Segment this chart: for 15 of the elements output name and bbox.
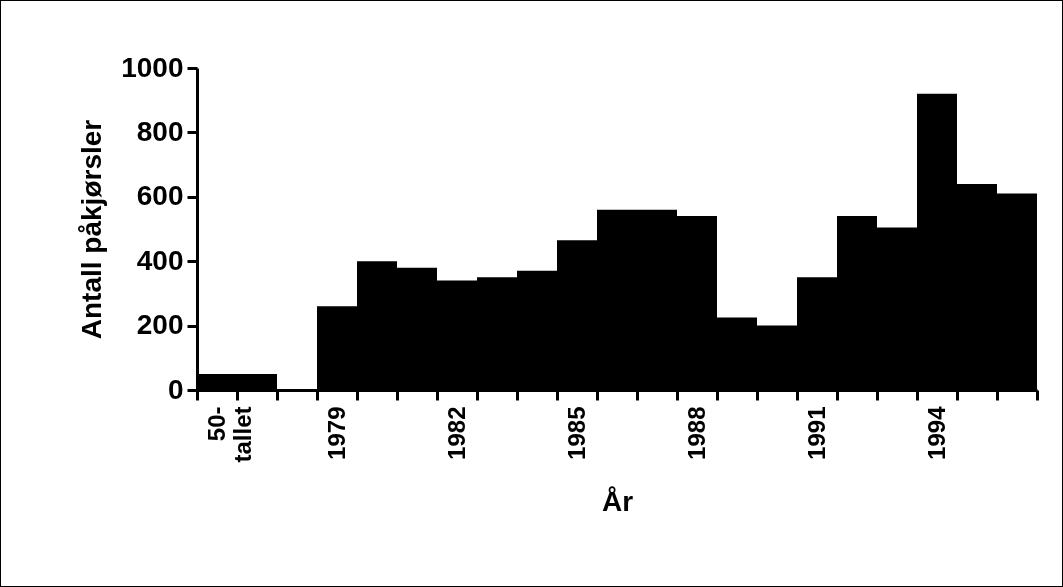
y-tick-label: 800 [136,115,184,147]
y-tick-label: 0 [167,373,184,405]
x-tick-label: 50-tallet [202,406,256,463]
y-axis-title: Antall påkjørsler [76,119,108,340]
x-tick-label: 1991 [802,406,830,460]
y-tick-label: 200 [136,309,184,341]
x-tick-label: 1982 [442,406,470,460]
x-tick-label: 1988 [682,406,710,460]
x-tick-label: 1979 [322,406,350,460]
x-tick-label: 1994 [922,405,950,460]
x-axis-title: År [601,485,634,517]
y-tick-label: 600 [136,180,184,212]
y-tick-label: 1000 [121,51,184,83]
y-tick-label: 400 [136,244,184,276]
x-tick-label: 1985 [562,406,590,460]
